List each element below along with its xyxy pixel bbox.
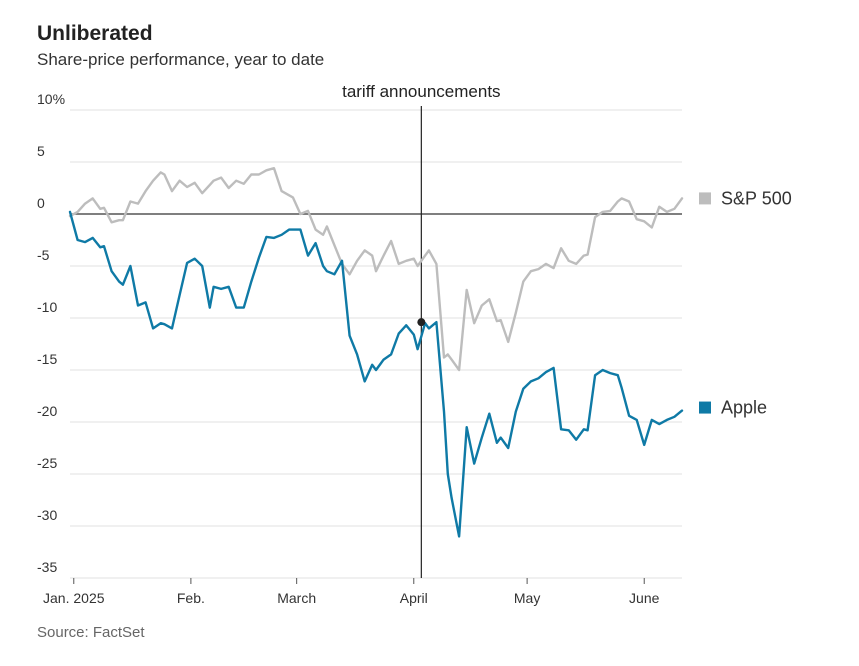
annotation-marker [417,318,426,327]
y-tick-label: -25 [37,455,57,471]
legend: S&P 500 Apple [699,188,792,418]
y-tick-label: 0 [37,195,45,211]
sp500-line [68,166,684,372]
x-tick-label: May [514,590,540,606]
legend-label-sp500: S&P 500 [721,188,792,208]
x-tick-label: April [400,590,428,606]
y-tick-label: 5 [37,143,45,159]
y-tick-label: -20 [37,403,57,419]
legend-label-apple: Apple [721,398,767,418]
x-tick-label: Feb. [177,590,205,606]
y-tick-label: -5 [37,247,50,263]
y-axis-ticks: 10% 5 0 -5 -10 -15 -20 -25 -30 -35 [37,91,65,575]
y-tick-label: -10 [37,299,57,315]
x-tick-label: March [277,590,316,606]
x-tick-label: June [629,590,660,606]
gridlines [70,109,682,579]
source-note: Source: FactSet [37,624,145,641]
apple-line [68,210,684,538]
y-tick-label: -15 [37,351,57,367]
x-tick-label: Jan. 2025 [43,590,105,606]
y-tick-label: -35 [37,559,57,575]
legend-swatch-sp500 [699,192,711,205]
x-axis: Jan. 2025 Feb. March April May June [43,578,660,606]
legend-swatch-apple [699,401,711,414]
y-tick-label: 10% [37,91,65,107]
chart-title: Unliberated [37,22,153,45]
chart-subtitle: Share-price performance, year to date [37,50,325,69]
series-lines [68,166,684,538]
annotation-label: tariff announcements [342,82,500,101]
y-tick-label: -30 [37,507,57,523]
tariff-annotation: tariff announcements [342,82,501,578]
